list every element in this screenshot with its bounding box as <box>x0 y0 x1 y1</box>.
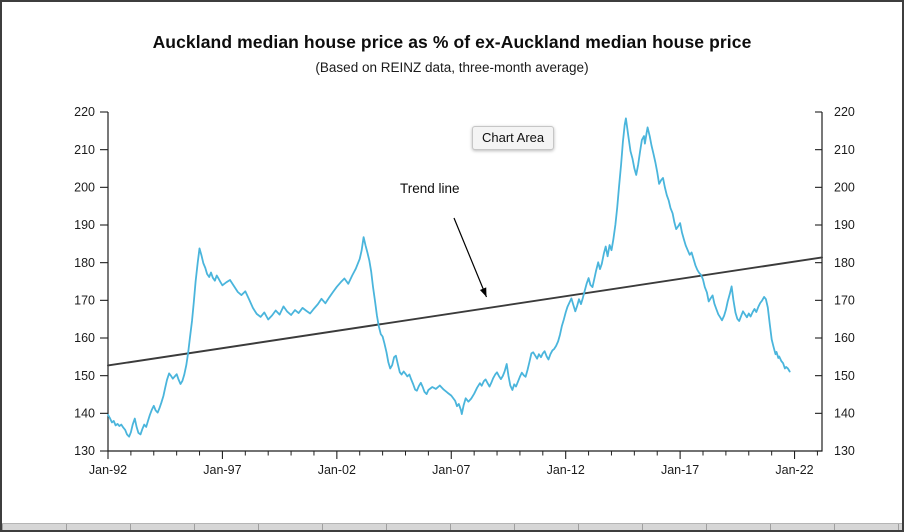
axes <box>107 112 823 452</box>
y-tick-label-right: 150 <box>834 369 855 383</box>
chart-area-tooltip: Chart Area <box>472 126 555 150</box>
x-tick-label: Jan-02 <box>318 463 356 477</box>
y-tick-label-left: 180 <box>74 256 95 270</box>
data-series-line[interactable] <box>107 117 791 438</box>
x-tick-label: Jan-12 <box>547 463 585 477</box>
y-tick-label-left: 130 <box>74 444 95 458</box>
y-tick-label-left: 210 <box>74 143 95 157</box>
x-tick-label: Jan-92 <box>89 463 127 477</box>
x-tick-label: Jan-22 <box>775 463 813 477</box>
y-tick-label-left: 200 <box>74 181 95 195</box>
y-tick-label-right: 160 <box>834 331 855 345</box>
page-title: Auckland median house price as % of ex-A… <box>152 32 752 52</box>
y-tick-label-right: 130 <box>834 444 855 458</box>
chart-area-tooltip-label: Chart Area <box>482 130 545 145</box>
y-tick-label-right: 190 <box>834 218 855 232</box>
x-tick-label: Jan-07 <box>432 463 470 477</box>
y-tick-label-right: 140 <box>834 407 855 421</box>
x-tick-label: Jan-17 <box>661 463 699 477</box>
y-tick-label-right: 170 <box>834 294 855 308</box>
y-tick-label-right: 220 <box>834 105 855 119</box>
trend-line-annotation: Trend line <box>400 181 460 196</box>
y-tick-label-right: 200 <box>834 181 855 195</box>
x-axis-ticks-labels: Jan-92 Jan-97 Jan-02 Jan-07 Jan-12 Jan-17 Jan-… <box>89 451 814 477</box>
x-axis-minor-ticks <box>130 451 818 456</box>
y-tick-label-right: 210 <box>834 143 855 157</box>
trend-line[interactable] <box>107 256 823 367</box>
y-tick-label-left: 190 <box>74 218 95 232</box>
y-tick-label-left: 220 <box>74 105 95 119</box>
page-subtitle: (Based on REINZ data, three-month averag… <box>315 60 589 75</box>
y-tick-label-left: 140 <box>74 407 95 421</box>
y-tick-label-left: 150 <box>74 369 95 383</box>
y-tick-label-right: 180 <box>834 256 855 270</box>
spreadsheet-row-strip[interactable] <box>2 523 902 530</box>
y-axis-ticks-labels: 130 130 140 140 150 150 160 160 170 170 180 180 190 1… <box>74 105 855 458</box>
y-tick-label-left: 160 <box>74 331 95 345</box>
y-tick-label-left: 170 <box>74 294 95 308</box>
x-tick-label: Jan-97 <box>203 463 241 477</box>
annotation-arrow <box>453 217 488 298</box>
